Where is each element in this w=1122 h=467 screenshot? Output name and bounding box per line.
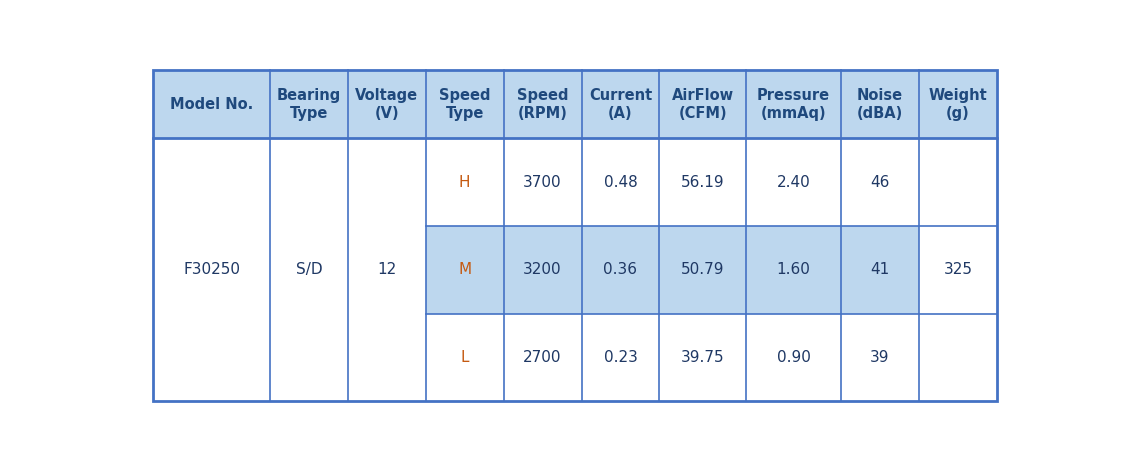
Bar	[504, 138, 581, 226]
Bar	[746, 71, 842, 138]
Bar	[425, 226, 504, 313]
Bar	[919, 138, 996, 401]
Text: M: M	[458, 262, 471, 277]
Text: 3700: 3700	[523, 175, 562, 190]
Bar	[581, 226, 660, 313]
Bar	[425, 138, 504, 226]
Text: F30250: F30250	[183, 262, 240, 277]
Bar	[154, 71, 270, 138]
Text: Noise
(dBA): Noise (dBA)	[857, 88, 903, 120]
Bar	[746, 313, 842, 401]
Text: 2700: 2700	[523, 350, 562, 365]
Bar	[660, 71, 746, 138]
Bar	[581, 313, 660, 401]
Text: 1.60: 1.60	[776, 262, 810, 277]
Bar	[348, 138, 425, 401]
Text: 325: 325	[944, 262, 973, 277]
Bar	[842, 226, 919, 313]
Bar	[581, 71, 660, 138]
Bar	[660, 226, 746, 313]
Bar	[660, 313, 746, 401]
Text: L: L	[460, 350, 469, 365]
Text: 0.23: 0.23	[604, 350, 637, 365]
Bar	[660, 138, 746, 226]
Text: 39: 39	[871, 350, 890, 365]
Text: Speed
(RPM): Speed (RPM)	[517, 88, 569, 120]
Bar	[425, 313, 504, 401]
Text: 56.19: 56.19	[681, 175, 725, 190]
Text: Current
(A): Current (A)	[589, 88, 652, 120]
Bar	[746, 138, 842, 226]
Bar	[504, 226, 581, 313]
Bar	[919, 71, 996, 138]
Text: 2.40: 2.40	[776, 175, 810, 190]
Text: 39.75: 39.75	[681, 350, 725, 365]
Bar	[504, 313, 581, 401]
Text: 3200: 3200	[523, 262, 562, 277]
Text: Model No.: Model No.	[171, 97, 254, 112]
Text: 0.48: 0.48	[604, 175, 637, 190]
Text: Pressure
(mmAq): Pressure (mmAq)	[757, 88, 830, 120]
Bar	[746, 226, 842, 313]
Text: 12: 12	[377, 262, 396, 277]
Text: AirFlow
(CFM): AirFlow (CFM)	[672, 88, 734, 120]
Bar	[842, 71, 919, 138]
Text: 41: 41	[871, 262, 890, 277]
Bar	[270, 71, 348, 138]
Bar	[581, 138, 660, 226]
Bar	[348, 71, 425, 138]
Bar	[425, 71, 504, 138]
Bar	[154, 138, 270, 401]
Bar	[842, 313, 919, 401]
Bar	[842, 138, 919, 226]
Text: 0.36: 0.36	[604, 262, 637, 277]
Bar	[504, 71, 581, 138]
Text: Bearing
Type: Bearing Type	[277, 88, 341, 120]
Text: 46: 46	[871, 175, 890, 190]
Text: Weight
(g): Weight (g)	[928, 88, 987, 120]
Text: 50.79: 50.79	[681, 262, 725, 277]
Text: Speed
Type: Speed Type	[439, 88, 490, 120]
Text: 0.90: 0.90	[776, 350, 810, 365]
Text: H: H	[459, 175, 470, 190]
Text: S/D: S/D	[296, 262, 322, 277]
Text: Voltage
(V): Voltage (V)	[356, 88, 419, 120]
Bar	[270, 138, 348, 401]
